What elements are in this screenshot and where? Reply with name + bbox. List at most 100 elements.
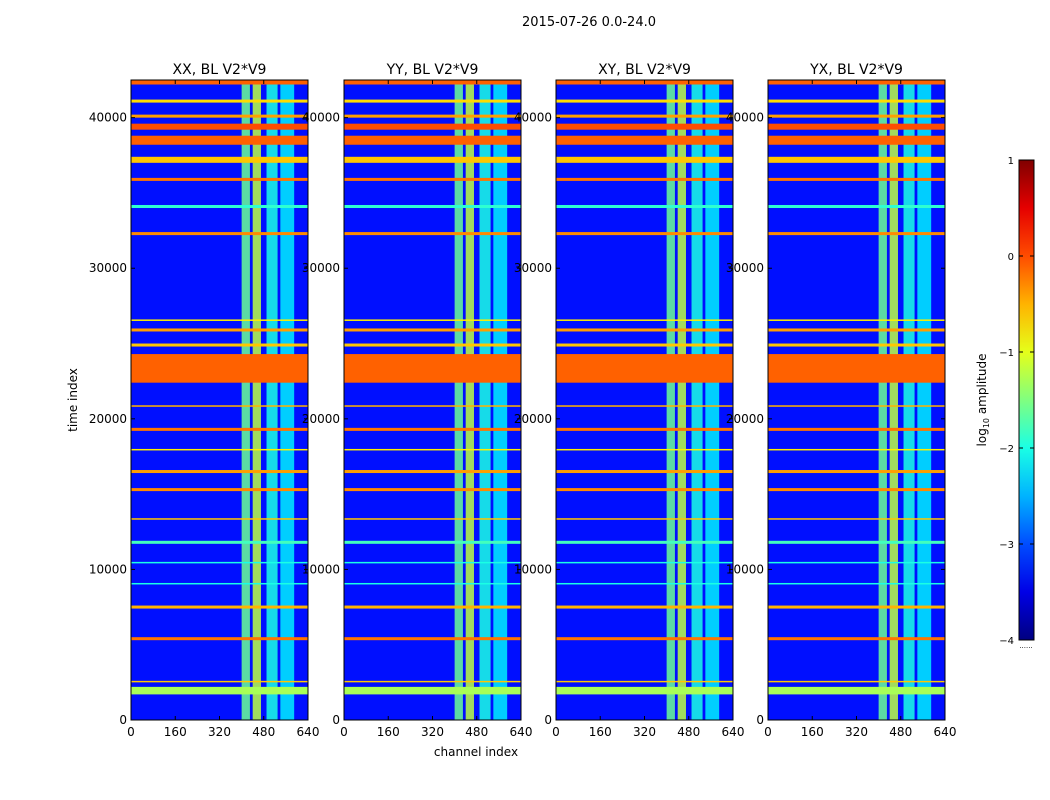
time-band [344, 686, 521, 695]
y-tick-label: 20000 [302, 412, 340, 426]
channel-band [903, 80, 915, 720]
x-tick-label: 640 [297, 725, 320, 739]
y-tick-label: 40000 [302, 111, 340, 125]
time-band [768, 343, 945, 347]
y-tick-label: 20000 [514, 412, 552, 426]
time-band [131, 470, 308, 474]
time-band [768, 177, 945, 181]
channel-band [493, 80, 508, 720]
channel-band [454, 80, 463, 720]
channel-band [252, 80, 261, 720]
time-band [344, 605, 521, 609]
time-band [344, 354, 521, 383]
time-band [768, 448, 945, 451]
colorbar-tick-label: −3 [999, 540, 1014, 551]
time-band [344, 540, 521, 544]
time-band [768, 518, 945, 520]
time-band [131, 319, 308, 321]
time-band [344, 561, 521, 564]
background-level [131, 80, 308, 720]
time-band [131, 232, 308, 236]
time-band [556, 319, 733, 321]
time-band [344, 427, 521, 431]
time-band [131, 686, 308, 695]
y-tick-label: 40000 [514, 111, 552, 125]
y-tick-label: 0 [756, 713, 764, 727]
y-tick-label: 30000 [302, 261, 340, 275]
time-band [131, 123, 308, 130]
time-band [131, 156, 308, 163]
panel-3: XY, BL V2*V9 0 160 320 480 640 0 10000 20000 3000… [514, 62, 745, 739]
time-band [131, 427, 308, 431]
time-band [344, 470, 521, 474]
channel-band [666, 80, 675, 720]
time-band [344, 123, 521, 130]
time-band [768, 114, 945, 118]
time-band [131, 328, 308, 332]
x-tick-label: 640 [722, 725, 745, 739]
time-band [768, 582, 945, 585]
time-band [768, 123, 945, 130]
x-tick-label: 0 [764, 725, 772, 739]
panel-title: YX, BL V2*V9 [809, 62, 903, 78]
time-band [131, 405, 308, 407]
time-band [556, 680, 733, 683]
time-band [556, 470, 733, 474]
time-band [556, 204, 733, 208]
time-band [131, 637, 308, 641]
time-band [131, 135, 308, 145]
time-band [556, 135, 733, 145]
time-band [344, 135, 521, 145]
colorbar: −4 −3 −2 −1 0 1 log10 amplitude...... [975, 156, 1035, 650]
time-band [556, 518, 733, 520]
time-band [344, 637, 521, 641]
time-band [556, 99, 733, 103]
time-band [131, 540, 308, 544]
x-tick-label: 480 [252, 725, 275, 739]
time-band [768, 427, 945, 431]
colorbar-tick-label: 0 [1008, 252, 1014, 263]
plot-area [768, 80, 945, 720]
time-band [344, 488, 521, 492]
time-band [344, 156, 521, 163]
plot-area [131, 80, 308, 720]
x-tick-label: 640 [510, 725, 533, 739]
time-band [131, 518, 308, 520]
time-band [344, 319, 521, 321]
time-band [768, 135, 945, 145]
time-band [556, 177, 733, 181]
time-band [131, 177, 308, 181]
time-band [556, 637, 733, 641]
colorbar-tick-label: 1 [1008, 156, 1014, 167]
channel-band [465, 80, 474, 720]
y-tick-label: 0 [119, 713, 127, 727]
channel-band [878, 80, 887, 720]
time-band [131, 680, 308, 683]
time-band [768, 204, 945, 208]
time-band [131, 114, 308, 118]
channel-band [280, 80, 295, 720]
x-tick-label: 0 [340, 725, 348, 739]
x-tick-label: 480 [889, 725, 912, 739]
time-band [556, 540, 733, 544]
y-tick-label: 20000 [726, 412, 764, 426]
time-band [344, 343, 521, 347]
x-tick-label: 320 [633, 725, 656, 739]
x-tick-label: 320 [845, 725, 868, 739]
x-tick-label: 160 [801, 725, 824, 739]
channel-band [479, 80, 491, 720]
time-band [556, 427, 733, 431]
y-tick-label: 20000 [89, 412, 127, 426]
y-tick-label: 10000 [726, 562, 764, 576]
time-band [556, 123, 733, 130]
y-tick-label: 10000 [302, 562, 340, 576]
time-band [768, 354, 945, 383]
time-band [344, 448, 521, 451]
x-axis-label: channel index [434, 745, 518, 759]
x-tick-label: 160 [589, 725, 612, 739]
x-tick-label: 480 [465, 725, 488, 739]
x-tick-label: 0 [127, 725, 135, 739]
x-tick-label: 320 [421, 725, 444, 739]
time-band [344, 114, 521, 118]
